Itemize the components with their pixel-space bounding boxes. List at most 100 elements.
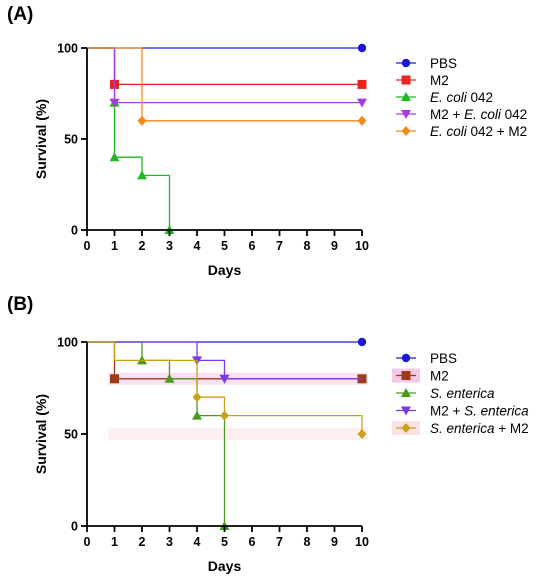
- series-line: [87, 47, 362, 122]
- legend-label-part: 042 + M2: [467, 124, 527, 139]
- legend-item: E. coli 042 + M2: [396, 124, 527, 139]
- series-group: [87, 341, 367, 439]
- data-point: [109, 152, 120, 162]
- y-tick-label: 100: [57, 42, 78, 56]
- series-group: [87, 47, 367, 89]
- legend-marker: [401, 126, 411, 136]
- x-axis-title: Days: [208, 262, 242, 278]
- data-point: [110, 374, 119, 384]
- legend-item: E. coli 042: [396, 90, 493, 105]
- series-line: [87, 47, 362, 104]
- legend-label-part: S. enterica: [430, 386, 495, 401]
- legend-label-part: PBS: [430, 56, 457, 71]
- legend-item: S. enterica + M2: [396, 421, 529, 436]
- legend-label-part: M2: [430, 369, 449, 384]
- legend-label-part: E. coli: [430, 90, 468, 105]
- data-point: [357, 43, 367, 53]
- legend-label-part: M2: [430, 73, 449, 88]
- legend-marker: [401, 58, 411, 68]
- legend-label-part: PBS: [430, 351, 457, 366]
- x-tick-label: 10: [355, 535, 369, 549]
- legend-item: PBS: [396, 56, 457, 71]
- x-tick-label: 1: [111, 535, 118, 549]
- legend-label-part: E. coli: [464, 107, 502, 122]
- legend-label-part: M2 +: [430, 107, 464, 122]
- x-tick-label: 7: [276, 535, 283, 549]
- y-tick-label: 0: [71, 520, 78, 534]
- legend-item: S. enterica: [396, 386, 495, 401]
- y-tick-label: 100: [57, 336, 78, 350]
- legend-item: PBS: [396, 351, 457, 366]
- y-axis-title: Survival (%): [33, 394, 49, 474]
- data-point: [219, 374, 230, 384]
- legend-label: M2 + S. enterica: [430, 404, 529, 419]
- legend-label: E. coli 042: [430, 90, 493, 105]
- x-tick-label: 4: [194, 239, 201, 253]
- legend-marker: [401, 353, 411, 363]
- x-tick-label: 4: [194, 535, 201, 549]
- data-point: [137, 170, 147, 180]
- legend-label-part: M2 +: [430, 404, 464, 419]
- legend-label-part: + M2: [495, 421, 529, 436]
- legend-item: M2 + S. enterica: [396, 404, 529, 419]
- x-tick-label: 3: [166, 239, 173, 253]
- data-point: [357, 79, 367, 89]
- x-tick-label: 6: [249, 239, 256, 253]
- x-tick-label: 0: [84, 535, 91, 549]
- data-point: [192, 392, 202, 403]
- data-point: [109, 98, 120, 108]
- x-tick-label: 6: [249, 535, 256, 549]
- y-tick-label: 50: [64, 133, 78, 147]
- x-tick-label: 2: [139, 239, 146, 253]
- legend-label: S. enterica + M2: [430, 421, 529, 436]
- legend-marker: [401, 388, 411, 397]
- legend-marker: [401, 92, 411, 101]
- legend-item: M2 + E. coli 042: [396, 107, 527, 122]
- x-tick-label: 9: [331, 535, 338, 549]
- x-tick-label: 9: [331, 239, 338, 253]
- data-point: [357, 429, 367, 439]
- data-point: [164, 373, 175, 383]
- legend-label-part: 042: [467, 90, 493, 105]
- legend-label-part: 042: [501, 107, 527, 122]
- x-tick-label: 7: [276, 239, 283, 253]
- x-tick-label: 5: [221, 535, 228, 549]
- data-point: [192, 410, 202, 420]
- data-point: [137, 115, 147, 126]
- legend-marker: [401, 371, 411, 380]
- chart-panel: (B) 0 50 100 0 1 2 3 4 5 6 7 8 9 10 Days Survival (%) PBS…: [7, 294, 529, 574]
- x-tick-label: 2: [139, 535, 146, 549]
- legend-label: PBS: [430, 351, 457, 366]
- series-line: [87, 47, 171, 230]
- legend-marker: [401, 110, 411, 119]
- x-axis-title: Days: [208, 558, 242, 574]
- panel-label: (A): [7, 4, 33, 25]
- series-group: [87, 47, 367, 108]
- legend-label: M2 + E. coli 042: [430, 107, 527, 122]
- legend-marker: [401, 423, 411, 433]
- line-highlight: [108, 428, 368, 440]
- legend-marker: [401, 75, 411, 85]
- legend-item: M2: [396, 369, 449, 384]
- y-axis-title: Survival (%): [33, 99, 49, 179]
- data-point: [357, 115, 367, 126]
- data-point: [357, 337, 367, 347]
- data-point: [220, 410, 229, 421]
- x-tick-label: 8: [304, 535, 311, 549]
- legend-marker: [401, 406, 411, 416]
- legend-label: PBS: [430, 56, 457, 71]
- series-group: [87, 47, 367, 126]
- series-group: [87, 47, 175, 234]
- x-tick-label: 5: [221, 239, 228, 253]
- x-tick-label: 1: [111, 239, 118, 253]
- panel-label: (B): [7, 294, 33, 315]
- legend-label: E. coli 042 + M2: [430, 124, 527, 139]
- x-tick-label: 0: [84, 239, 91, 253]
- y-tick-label: 0: [71, 224, 78, 238]
- series-line: [87, 341, 362, 380]
- legend-label-part: S. enterica: [430, 421, 495, 436]
- legend-label: M2: [430, 73, 449, 88]
- x-tick-label: 10: [355, 239, 369, 253]
- series-line: [87, 47, 362, 86]
